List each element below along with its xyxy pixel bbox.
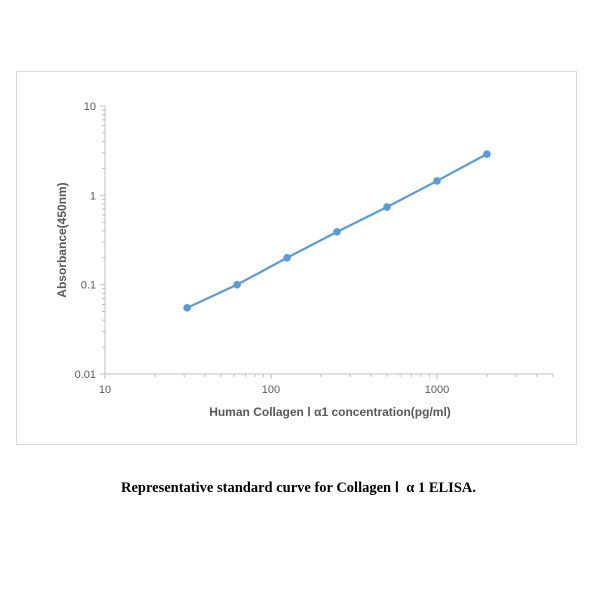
data-point [283, 253, 291, 262]
y-tick-label: 1 [90, 190, 96, 202]
figure-caption: Representative standard curve for Collag… [121, 480, 476, 496]
x-tick-label: 100 [262, 384, 280, 396]
data-point [433, 177, 441, 185]
data-point [183, 304, 191, 312]
chart-frame [16, 71, 577, 445]
x-tick-label: 1000 [425, 384, 449, 396]
data-point [483, 150, 491, 158]
data-point [383, 203, 391, 211]
y-tick-label: 0.01 [75, 369, 96, 381]
y-tick-label: 0.1 [81, 280, 96, 292]
data-point [333, 228, 341, 236]
x-tick-label: 10 [99, 384, 111, 396]
data-point [233, 280, 241, 289]
x-axis-title: Human Collagen Ⅰ α1 concentration(pg/ml) [209, 405, 451, 419]
axes: 10 100 1000 0.01 0.1 1 10 [75, 101, 554, 396]
y-tick-label: 10 [84, 101, 96, 113]
y-axis-title: Absorbance(450nm) [55, 182, 69, 297]
series-layer [183, 150, 491, 312]
